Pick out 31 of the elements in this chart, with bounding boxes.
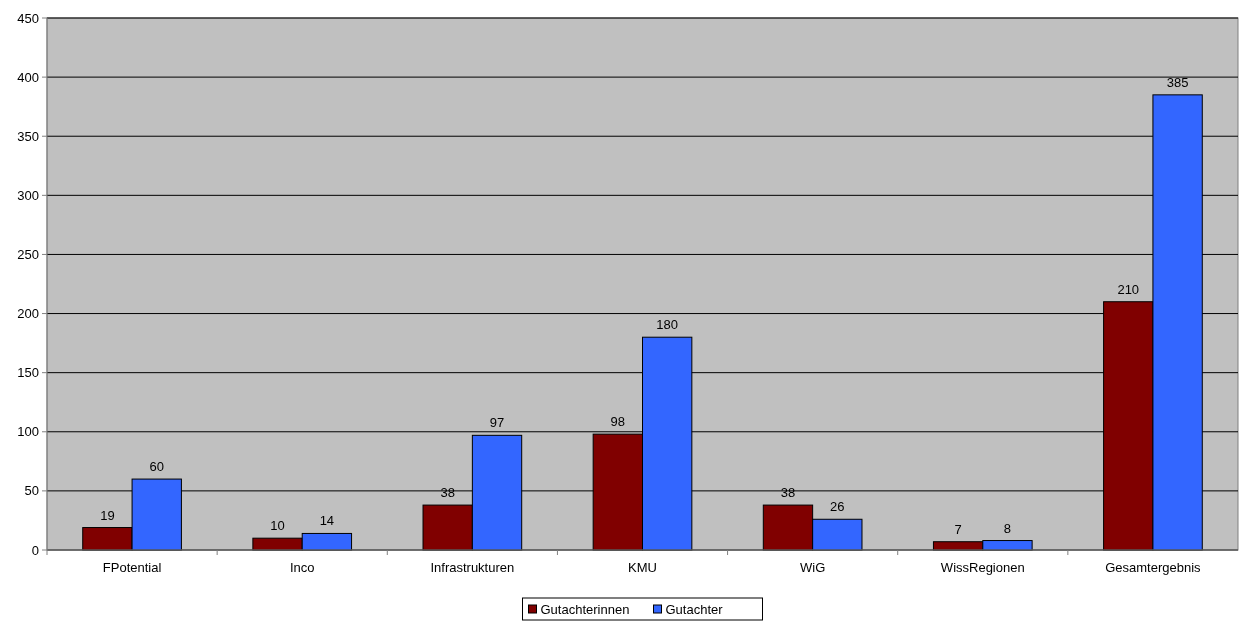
data-label: 26	[830, 499, 845, 515]
data-label: 180	[656, 317, 679, 333]
data-label: 8	[1003, 520, 1012, 536]
y-tick-label: 350	[17, 128, 39, 144]
legend-label: Gutachter	[665, 601, 724, 617]
data-label: 97	[489, 415, 505, 431]
data-label: 385	[1166, 74, 1189, 90]
y-tick-label: 250	[17, 246, 39, 262]
data-label: 14	[319, 513, 335, 529]
y-tick-label: 150	[17, 365, 39, 381]
y-tick-label: 400	[17, 69, 39, 85]
x-tick-label: Gesamtergebnis	[1105, 560, 1202, 575]
data-label: 7	[954, 521, 962, 537]
x-tick-label: Inco	[289, 560, 315, 575]
x-tick-label: KMU	[628, 560, 657, 575]
x-tick-label: FPotential	[102, 560, 162, 575]
y-tick-label: 450	[17, 10, 39, 26]
y-tick-label: 200	[17, 306, 39, 322]
data-label: 10	[270, 518, 285, 534]
x-tick-label: Infrastrukturen	[430, 560, 515, 575]
legend-label: Gutachterinnen	[540, 601, 630, 617]
data-label: 210	[1117, 281, 1140, 297]
data-label: 60	[149, 459, 164, 475]
y-tick-label: 300	[17, 187, 39, 203]
y-tick-label: 50	[24, 483, 39, 499]
y-tick-label: 0	[31, 542, 39, 558]
data-label: 19	[100, 507, 115, 523]
x-tick-label: WissRegionen	[940, 560, 1025, 575]
x-tick-label: WiG	[800, 560, 826, 575]
y-tick-label: 100	[17, 424, 39, 440]
data-label: 98	[610, 414, 626, 430]
